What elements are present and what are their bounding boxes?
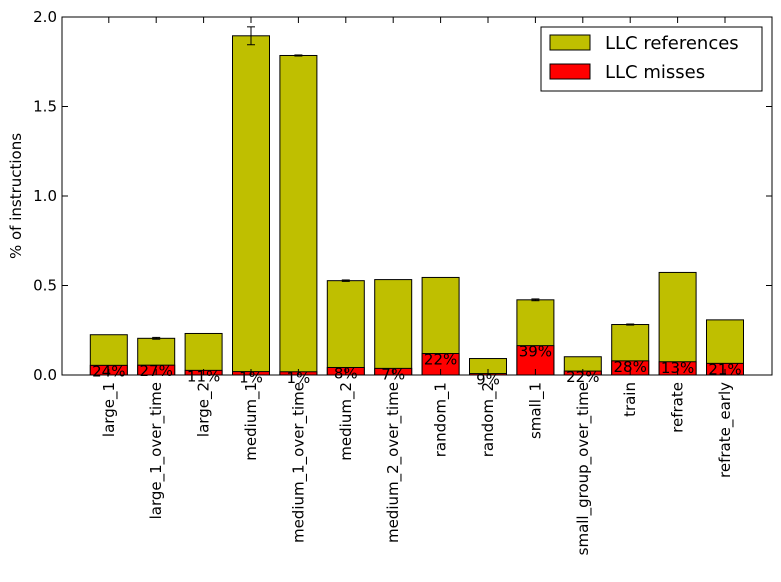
x-tick-label-refrate-early: refrate_early	[716, 382, 735, 478]
y-tick-label-3: 1.5	[33, 98, 57, 116]
bar-llc-references-refrate	[658, 271, 697, 376]
legend-label-llc-references: LLC references	[605, 33, 739, 54]
x-tick-label-refrate: refrate	[669, 382, 687, 433]
y-tick-label-1: 0.5	[33, 277, 57, 295]
x-tick-label-train: train	[621, 382, 639, 417]
bar-llc-references-medium-2-over-time	[374, 279, 413, 376]
x-tick-label-small-group-over-time: small_group_over_time	[574, 382, 593, 555]
error-bar-medium-1-over-time	[294, 54, 303, 57]
error-bar-large-1-over-time	[152, 336, 161, 340]
legend-label-llc-misses: LLC misses	[605, 62, 705, 83]
y-tick-label-0: 0.0	[33, 366, 57, 384]
error-bar-medium-2	[341, 279, 350, 282]
x-tick-label-medium-2-over-time: medium_2_over_time	[384, 382, 403, 543]
x-tick-label-large-2: large_2	[195, 382, 214, 437]
x-tick-label-large-1-over-time: large_1_over_time	[147, 382, 166, 519]
x-tick-label-random-1: random_1	[432, 382, 451, 457]
bar-llc-references-large-2	[184, 332, 223, 376]
miss-percent-label-train: 28%	[614, 358, 647, 376]
miss-percent-label-medium-1-over-time: 1%	[287, 369, 311, 387]
error-bar-small-1	[531, 298, 540, 302]
x-tick-label-large-1: large_1	[100, 382, 119, 437]
x-tick-label-random-2: random_2	[479, 382, 498, 457]
miss-percent-label-large-2: 11%	[187, 367, 220, 385]
y-tick-label-4: 2.0	[33, 8, 57, 26]
miss-percent-label-refrate: 13%	[661, 359, 694, 377]
bar-llc-references-medium-1-over-time	[279, 54, 318, 376]
x-tick-label-medium-1-over-time: medium_1_over_time	[289, 382, 308, 543]
miss-percent-label-small-1: 39%	[519, 343, 552, 361]
miss-percent-label-random-1: 22%	[424, 351, 457, 369]
legend: LLC references LLC misses	[540, 26, 763, 92]
x-axis: large_1 large_1_over_time large_2 medium_1 m…	[100, 17, 735, 555]
miss-percent-label-small-group-over-time: 22%	[566, 368, 599, 386]
bar-llc-references-medium-1	[232, 35, 270, 376]
x-tick-label-medium-1: medium_1	[242, 382, 261, 461]
miss-percent-label-medium-1: 1%	[239, 369, 263, 387]
bar-llc-references-medium-2	[326, 280, 365, 376]
error-bar-medium-1	[247, 26, 255, 46]
y-tick-label-2: 1.0	[33, 187, 57, 205]
y-axis: 0.0 0.5 1.0 1.5 2.0	[33, 8, 772, 384]
y-axis-label: % of instructions	[7, 133, 25, 259]
legend-swatch-llc-misses	[549, 63, 591, 80]
legend-swatch-llc-references	[549, 34, 591, 51]
x-tick-label-small-1: small_1	[526, 382, 545, 439]
error-bar-train	[626, 323, 635, 326]
x-tick-label-medium-2: medium_2	[337, 382, 356, 461]
